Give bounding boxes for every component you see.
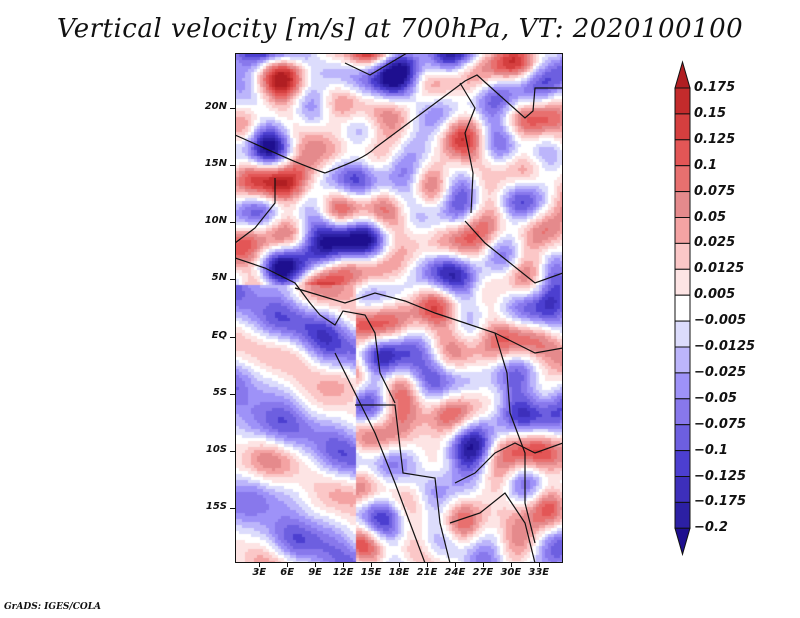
x-tick-mark bbox=[315, 563, 317, 567]
y-tick-label: 15N bbox=[204, 158, 227, 170]
x-tick-label: 21E bbox=[416, 567, 438, 578]
grads-credit: GrADS: IGES/COLA bbox=[4, 602, 102, 612]
chart-title: Vertical velocity [m/s] at 700hPa, VT: 2… bbox=[56, 14, 744, 44]
x-tick-label: 27E bbox=[472, 567, 494, 578]
colorbar-swatch bbox=[674, 346, 691, 374]
colorbar-label: 0.0125 bbox=[694, 261, 745, 277]
colorbar-label: −0.125 bbox=[694, 468, 747, 484]
colorbar-swatch bbox=[674, 139, 691, 167]
y-tick-mark bbox=[230, 450, 235, 452]
colorbar-swatch bbox=[674, 165, 691, 193]
x-tick-mark bbox=[538, 563, 540, 567]
y-tick-mark bbox=[230, 393, 235, 395]
x-tick-mark bbox=[426, 563, 428, 567]
colorbar-swatch bbox=[674, 372, 691, 400]
colorbar-swatch bbox=[674, 424, 691, 452]
colorbar-extend-max bbox=[674, 60, 691, 89]
colorbar-label: 0.125 bbox=[694, 131, 736, 147]
x-tick-mark bbox=[482, 563, 484, 567]
colorbar-label: 0.1 bbox=[694, 157, 718, 173]
x-tick-mark bbox=[343, 563, 345, 567]
colorbar-label: −0.175 bbox=[694, 494, 747, 510]
x-tick-mark bbox=[259, 563, 261, 567]
x-tick-label: 18E bbox=[388, 567, 410, 578]
x-tick-label: 9E bbox=[308, 567, 323, 578]
y-tick-mark bbox=[230, 279, 235, 281]
colorbar-label: 0.175 bbox=[694, 80, 736, 95]
colorbar-label: −0.075 bbox=[694, 416, 747, 432]
map-plot-area bbox=[235, 53, 563, 563]
x-tick-mark bbox=[454, 563, 456, 567]
x-tick-mark bbox=[371, 563, 373, 567]
y-tick-label: 20N bbox=[204, 100, 227, 112]
colorbar-label: −0.2 bbox=[694, 520, 728, 536]
colorbar-extend-min bbox=[674, 527, 691, 557]
colorbar-label: −0.005 bbox=[694, 313, 747, 329]
colorbar-swatch bbox=[674, 294, 691, 322]
colorbar-label: 0.15 bbox=[694, 105, 727, 121]
x-tick-mark bbox=[287, 563, 289, 567]
colorbar-swatch bbox=[674, 501, 691, 529]
y-tick-label: 5S bbox=[212, 386, 227, 398]
x-tick-label: 30E bbox=[500, 567, 522, 578]
x-tick-label: 3E bbox=[252, 567, 267, 578]
colorbar-swatch bbox=[674, 268, 691, 296]
x-tick-label: 15E bbox=[360, 567, 382, 578]
colorbar-swatch bbox=[674, 87, 691, 115]
y-tick-mark bbox=[230, 165, 235, 167]
y-tick-label: 15S bbox=[205, 501, 227, 513]
colorbar-label: 0.005 bbox=[694, 287, 736, 303]
colorbar-swatch bbox=[674, 242, 691, 270]
x-tick-label: 12E bbox=[332, 567, 354, 578]
colorbar-label: −0.05 bbox=[694, 390, 737, 406]
x-tick-label: 33E bbox=[528, 567, 550, 578]
colorbar-swatch bbox=[674, 450, 691, 478]
colorbar-swatch bbox=[674, 476, 691, 503]
y-tick-mark bbox=[230, 222, 235, 224]
x-tick-label: 24E bbox=[444, 567, 466, 578]
colorbar-swatch bbox=[674, 191, 691, 219]
y-tick-mark bbox=[230, 336, 235, 338]
colorbar-label: −0.025 bbox=[694, 364, 747, 380]
y-tick-mark bbox=[230, 508, 235, 510]
y-tick-label: 5N bbox=[211, 272, 227, 284]
x-tick-label: 6E bbox=[280, 567, 295, 578]
colorbar-swatch bbox=[674, 113, 691, 141]
colorbar-label: −0.1 bbox=[694, 442, 728, 458]
x-tick-mark bbox=[399, 563, 400, 567]
x-tick-mark bbox=[510, 563, 512, 567]
y-tick-label: 10N bbox=[204, 215, 227, 227]
colorbar-label: 0.075 bbox=[694, 183, 736, 199]
colorbar-swatch bbox=[674, 217, 691, 244]
colorbar-label: 0.025 bbox=[694, 235, 736, 251]
colorbar-swatch bbox=[674, 320, 691, 348]
y-tick-label: 10S bbox=[205, 443, 227, 455]
y-tick-mark bbox=[230, 107, 235, 109]
vertical-velocity-field bbox=[236, 54, 562, 562]
colorbar-label: 0.05 bbox=[694, 209, 727, 225]
colorbar-label: −0.0125 bbox=[694, 339, 756, 354]
y-tick-label: EQ bbox=[211, 329, 227, 341]
colorbar-swatch bbox=[674, 398, 691, 426]
